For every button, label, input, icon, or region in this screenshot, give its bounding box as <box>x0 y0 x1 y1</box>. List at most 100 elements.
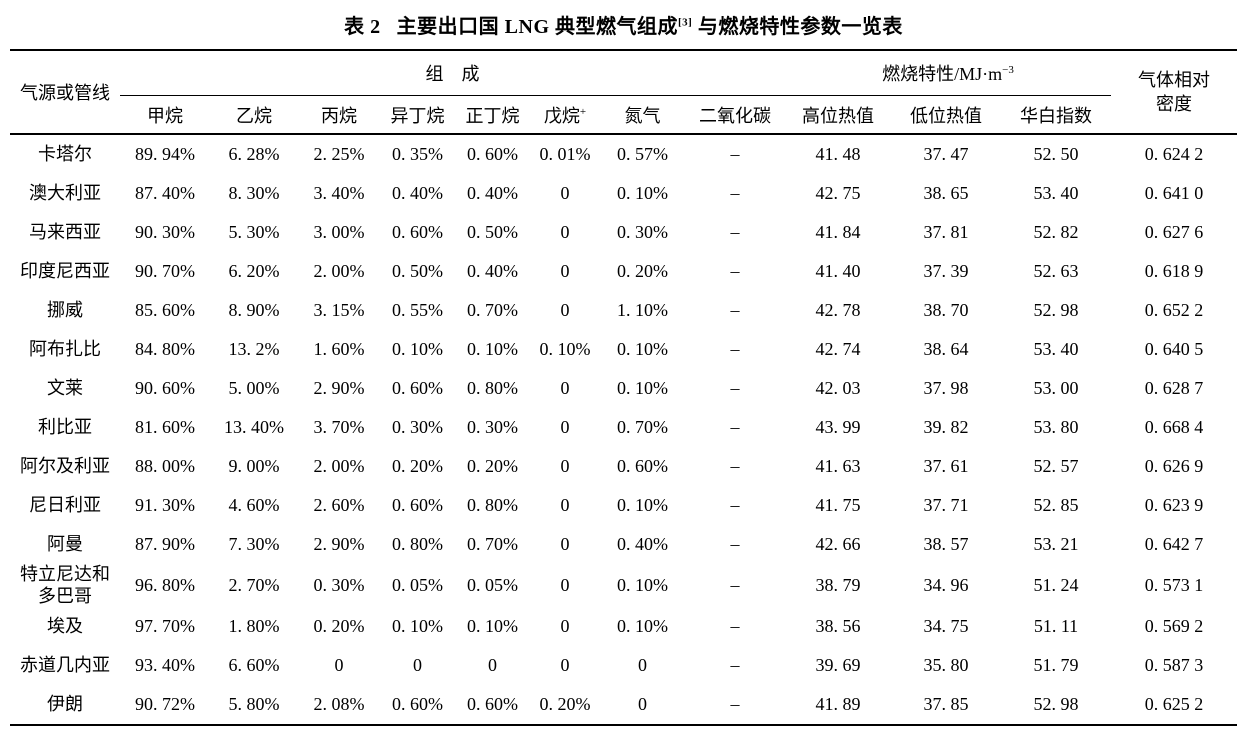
table-cell: 6. 20% <box>228 260 280 281</box>
table-cell: 0. 55% <box>392 299 443 320</box>
table-cell: 0 <box>560 455 570 476</box>
table-row: 卡塔尔 89. 94% 6. 28% 2. 25% 0. 35% 0. 60% 0. 01%… <box>10 134 1237 174</box>
row-label: 文莱 <box>47 377 83 398</box>
table-title-text-after: 与燃烧特性参数一览表 <box>692 16 903 38</box>
table-cell: 0. 80% <box>392 533 443 554</box>
table-cell: 51. 24 <box>1033 574 1079 595</box>
row-label: 特立尼达和 多巴哥 <box>20 564 110 606</box>
table-cell: 0 <box>560 533 570 554</box>
table-cell: 0 <box>560 377 570 398</box>
table-cell: 0. 10% <box>617 615 668 636</box>
row-label: 阿尔及利亚 <box>20 455 110 476</box>
row-label: 挪威 <box>47 299 83 320</box>
table-cell: 3. 70% <box>313 416 365 437</box>
table-cell: 0 <box>560 654 570 675</box>
table-cell: 41. 48 <box>815 143 861 164</box>
table-cell: 4. 60% <box>228 494 280 515</box>
row-label: 伊朗 <box>47 693 83 714</box>
table-cell: 0. 35% <box>392 143 443 164</box>
table-cell: – <box>730 494 740 515</box>
table-cell: 0 <box>638 693 647 714</box>
table-row: 尼日利亚 91. 30% 4. 60% 2. 60% 0. 60% 0. 80% 0 0. 1… <box>10 486 1237 525</box>
table-cell: 38. 79 <box>815 574 861 595</box>
header-nitrogen: 氮气 <box>600 95 685 135</box>
table-cell: 37. 39 <box>923 260 969 281</box>
table-cell: 0. 60% <box>392 221 443 242</box>
table-cell: – <box>730 338 740 359</box>
table-cell: 93. 40% <box>135 654 195 675</box>
table-row: 马来西亚 90. 30% 5. 30% 3. 00% 0. 60% 0. 50% 0 0. 3… <box>10 213 1237 252</box>
table-cell: 39. 69 <box>815 654 861 675</box>
table-cell: 2. 00% <box>313 260 365 281</box>
header-composition-group: 组 成 <box>120 50 785 96</box>
table-cell: 0. 628 7 <box>1144 377 1204 398</box>
table-cell: – <box>730 143 740 164</box>
table-cell: 3. 40% <box>313 182 365 203</box>
table-cell: 1. 60% <box>313 338 365 359</box>
table-cell: 0. 10% <box>392 338 443 359</box>
table-cell: – <box>730 693 740 714</box>
table-cell: 0 <box>488 654 497 675</box>
header-nbutane: 正丁烷 <box>455 95 530 135</box>
table-cell: 2. 70% <box>228 574 280 595</box>
table-cell: 0. 10% <box>539 338 591 359</box>
table-cell: 0. 20% <box>313 615 365 636</box>
table-cell: – <box>730 533 740 554</box>
table-cell: 38. 65 <box>923 182 969 203</box>
table-head: 气源或管线 组 成 燃烧特性/MJ·m−3 气体相对 密度 甲烷 乙烷 丙烷 异丁… <box>10 50 1238 135</box>
table-cell: – <box>730 377 740 398</box>
table-cell: 0 <box>560 182 570 203</box>
table-cell: 53. 40 <box>1033 182 1079 203</box>
header-gas-source: 气源或管线 <box>10 50 120 135</box>
table-cell: 37. 81 <box>923 221 969 242</box>
table-cell: 0. 57% <box>617 143 668 164</box>
table-cell: 37. 98 <box>923 377 969 398</box>
table-cell: 8. 90% <box>228 299 280 320</box>
table-cell: 90. 70% <box>135 260 195 281</box>
row-label: 埃及 <box>47 615 83 636</box>
table-row: 特立尼达和 多巴哥 96. 80% 2. 70% 0. 30% 0. 05% 0. 05%… <box>10 564 1237 607</box>
table-cell: 0. 641 0 <box>1144 182 1204 203</box>
header-ethane: 乙烷 <box>210 95 298 135</box>
table-cell: 0 <box>560 615 570 636</box>
table-cell: 0. 624 2 <box>1144 143 1204 164</box>
table-cell: 0. 627 6 <box>1144 221 1204 242</box>
table-cell: 81. 60% <box>135 416 195 437</box>
table-row: 印度尼西亚 90. 70% 6. 20% 2. 00% 0. 50% 0. 40% 0 0. … <box>10 252 1237 291</box>
table-cell: 2. 90% <box>313 533 365 554</box>
header-wobbe-index: 华白指数 <box>1001 95 1112 135</box>
table-cell: 0. 05% <box>392 574 443 595</box>
table-cell: 52. 57 <box>1033 455 1079 476</box>
table-cell: – <box>730 615 740 636</box>
table-cell: 0. 40% <box>467 260 518 281</box>
reference-superscript: [3] <box>678 16 693 29</box>
table-cell: 0. 30% <box>617 221 668 242</box>
header-propane: 丙烷 <box>298 95 380 135</box>
row-label: 赤道几内亚 <box>20 654 110 675</box>
table-row: 赤道几内亚 93. 40% 6. 60% 0 0 0 0 0 – 39. 69 35. 80 51. … <box>10 646 1237 685</box>
table-cell: 41. 75 <box>815 494 861 515</box>
table-cell: 0. 80% <box>467 377 518 398</box>
table-cell: 0. 10% <box>617 338 668 359</box>
table-cell: 0 <box>560 299 570 320</box>
table-cell: – <box>730 260 740 281</box>
table-cell: 0. 10% <box>467 338 518 359</box>
table-cell: 0. 60% <box>617 455 668 476</box>
table-title: 表 2 主要出口国 LNG 典型燃气组成[3] 与燃烧特性参数一览表 <box>10 8 1237 49</box>
table-cell: 0 <box>560 494 570 515</box>
table-cell: 0. 30% <box>313 574 365 595</box>
table-cell: 38. 57 <box>923 533 969 554</box>
table-cell: 0. 60% <box>392 377 443 398</box>
table-cell: 41. 40 <box>815 260 861 281</box>
header-carbon-dioxide: 二氧化碳 <box>685 95 785 135</box>
header-group-row: 气源或管线 组 成 燃烧特性/MJ·m−3 气体相对 密度 <box>10 50 1238 135</box>
table-cell: 85. 60% <box>135 299 195 320</box>
table-cell: 0. 587 3 <box>1144 654 1204 675</box>
table-cell: 0. 10% <box>392 615 443 636</box>
table-cell: 6. 28% <box>228 143 280 164</box>
density-line1: 气体相对 <box>1138 69 1211 90</box>
table-cell: 7. 30% <box>228 533 280 554</box>
table-cell: 3. 00% <box>313 221 365 242</box>
table-cell: 1. 80% <box>228 615 280 636</box>
table-body: 卡塔尔 89. 94% 6. 28% 2. 25% 0. 35% 0. 60% 0. 01%… <box>10 134 1237 725</box>
